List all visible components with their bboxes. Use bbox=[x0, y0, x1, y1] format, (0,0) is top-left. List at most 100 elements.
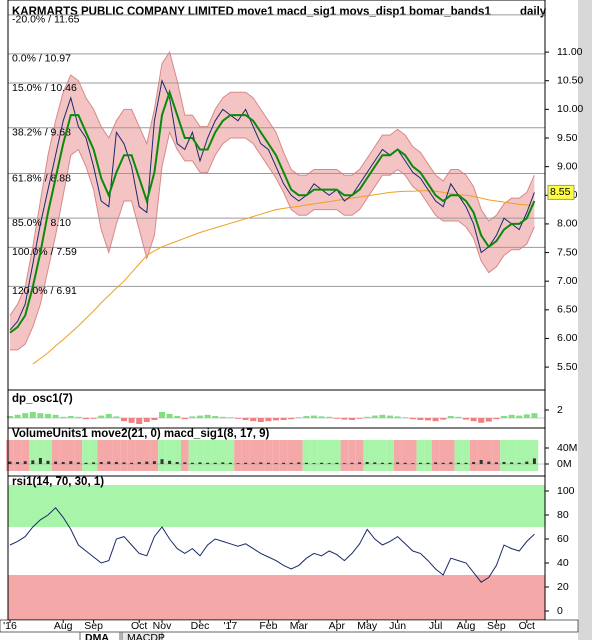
rsi-line bbox=[9, 507, 535, 583]
y-tick-label: 6.00 bbox=[557, 332, 578, 344]
regime-band bbox=[257, 440, 265, 471]
tab[interactable] bbox=[121, 631, 163, 640]
bar bbox=[455, 416, 462, 418]
regime-band bbox=[500, 440, 508, 471]
last-price-label: 8.55 bbox=[550, 186, 571, 198]
y-tick-label: 7.00 bbox=[557, 275, 578, 287]
bar bbox=[235, 418, 241, 419]
x-tick-label: Aug bbox=[54, 620, 73, 632]
tab-label[interactable]: MACDP bbox=[127, 632, 165, 640]
bar bbox=[257, 418, 264, 422]
bar bbox=[219, 416, 226, 418]
bar bbox=[121, 418, 127, 422]
bar bbox=[297, 462, 301, 464]
level-label: 85.0% / 8.10 bbox=[12, 217, 71, 229]
bar bbox=[417, 418, 424, 420]
regime-band bbox=[127, 440, 136, 471]
regime-band bbox=[454, 440, 463, 471]
regime-band bbox=[188, 440, 197, 471]
x-tick-label: Oct bbox=[519, 620, 535, 632]
regime-band bbox=[272, 440, 280, 471]
bar bbox=[54, 461, 58, 464]
y-tick-label: 10.50 bbox=[557, 75, 583, 87]
regime-band bbox=[165, 440, 174, 471]
bar bbox=[183, 462, 187, 464]
bar bbox=[312, 463, 316, 464]
bar bbox=[90, 418, 97, 419]
bar bbox=[60, 416, 67, 418]
bar bbox=[166, 414, 173, 418]
bar bbox=[174, 416, 181, 418]
y-tick-label: 0M bbox=[557, 458, 572, 470]
bar bbox=[403, 462, 407, 464]
regime-band bbox=[424, 440, 432, 471]
bar bbox=[198, 462, 202, 464]
level-label: 38.2% / 9.68 bbox=[12, 126, 71, 138]
bar bbox=[295, 417, 302, 418]
regime-band bbox=[36, 440, 45, 471]
bar bbox=[197, 415, 203, 418]
bar bbox=[516, 415, 523, 418]
bar bbox=[365, 462, 369, 464]
bar bbox=[335, 462, 339, 464]
bar bbox=[449, 462, 453, 464]
regime-band bbox=[196, 440, 204, 471]
bar bbox=[402, 417, 409, 418]
y-tick-label: 60 bbox=[557, 533, 569, 545]
bar bbox=[251, 462, 255, 464]
regime-band bbox=[462, 440, 470, 471]
x-tick-label: Mar bbox=[290, 620, 309, 632]
y-tick-label: 6.50 bbox=[557, 304, 578, 316]
regime-band bbox=[105, 440, 113, 471]
bar bbox=[280, 418, 287, 420]
price-line bbox=[32, 190, 535, 365]
y-tick-label: 9.50 bbox=[557, 132, 578, 144]
tab-label[interactable]: DMA bbox=[85, 632, 109, 640]
bar bbox=[327, 463, 331, 464]
tab[interactable] bbox=[79, 631, 121, 640]
regime-band bbox=[515, 440, 523, 471]
bar bbox=[289, 462, 293, 464]
panel-title: VolumeUnits1 move2(21, 0) macd_sig1(8, 1… bbox=[12, 428, 270, 440]
bar bbox=[190, 462, 194, 464]
bar bbox=[447, 416, 454, 418]
bar bbox=[75, 416, 82, 418]
bar bbox=[349, 418, 355, 420]
regime-band bbox=[241, 440, 250, 471]
bar bbox=[531, 413, 538, 418]
price-line bbox=[9, 89, 536, 334]
bar bbox=[152, 461, 156, 464]
regime-band bbox=[409, 440, 417, 471]
regime-band bbox=[507, 440, 516, 471]
regime-band bbox=[143, 440, 151, 471]
bar bbox=[440, 418, 447, 420]
regime-band bbox=[317, 440, 326, 471]
bar bbox=[14, 414, 21, 418]
bar bbox=[266, 462, 270, 464]
bar bbox=[130, 462, 134, 464]
bar bbox=[242, 418, 249, 420]
x-tick-label: Jul bbox=[429, 620, 442, 632]
bar bbox=[303, 416, 310, 418]
level-label: 100.0% / 7.59 bbox=[12, 246, 77, 258]
regime-band bbox=[523, 440, 531, 471]
regime-band bbox=[211, 440, 219, 471]
bar bbox=[441, 462, 445, 464]
bar bbox=[67, 416, 74, 418]
bar bbox=[485, 418, 492, 422]
level-label: 61.8% / 8.88 bbox=[12, 172, 71, 184]
bar bbox=[8, 461, 12, 464]
level-label: 15.0% / 10.46 bbox=[12, 82, 77, 94]
band-lower bbox=[10, 130, 535, 351]
regime-band bbox=[469, 440, 478, 471]
regime-band bbox=[97, 440, 105, 471]
y-tick-label: 100 bbox=[557, 485, 575, 497]
bar bbox=[52, 414, 59, 418]
regime-band bbox=[158, 440, 166, 471]
bar bbox=[387, 415, 393, 418]
bar bbox=[16, 462, 20, 464]
regime-band bbox=[302, 440, 311, 471]
bar bbox=[145, 461, 149, 464]
regime-band bbox=[226, 440, 235, 471]
